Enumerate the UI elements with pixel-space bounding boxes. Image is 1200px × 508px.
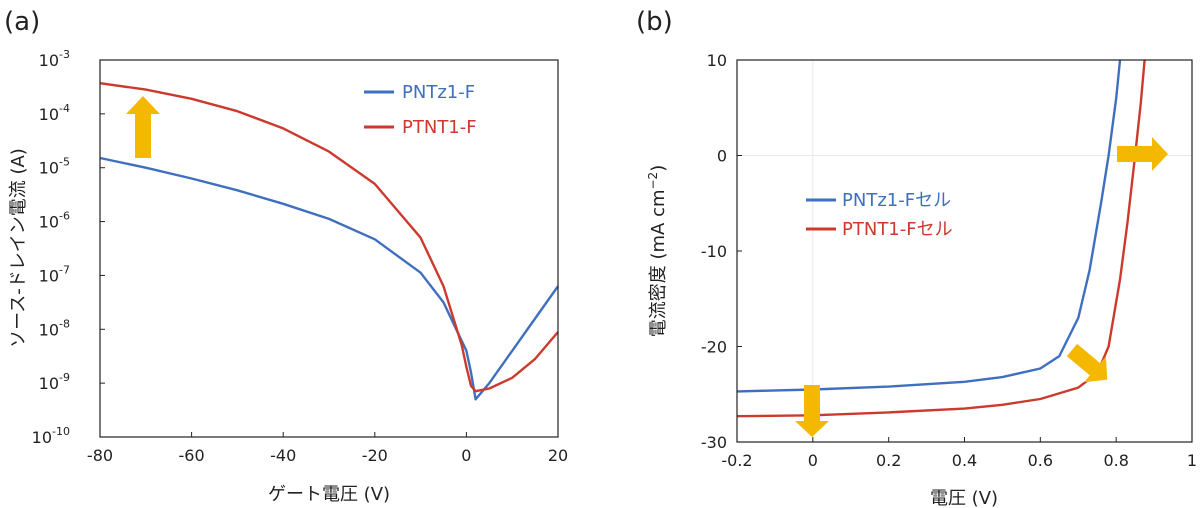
panel-a-x-tick-label: -40: [270, 446, 296, 465]
panel-a-up-arrow: [126, 96, 160, 158]
panel-a-x-tick-label: -60: [179, 446, 205, 465]
panel-a-x-tick-label: -80: [87, 446, 113, 465]
panel-a-series-line-ptnt1-f: [99, 82, 559, 393]
panel-a-y-tick-label: 10-6: [39, 210, 70, 232]
panel-a-y-tick-label: 10-9: [39, 371, 70, 393]
panel-b-x-tick-label: 0.6: [1028, 451, 1053, 470]
panel-b-legend: PNTz1-Fセル PTNT1-Fセル: [806, 190, 953, 240]
panel-a-y-tick-label: 10-10: [32, 425, 70, 447]
panel-a-y-tick-label: 10-7: [39, 263, 70, 285]
panel-a: (a) -80 -60 -40 -20 0 20 10-10 10-9 10-8 10-7 10-…: [4, 7, 568, 505]
panel-b-x-axis-title: 電圧 (V): [930, 488, 998, 508]
panel-b: (b) -0.2 0 0.2 0.4 0.6 0.8 1 10 0 -10 -20 -30 電圧 (…: [636, 7, 1197, 508]
panel-a-y-tick-label: 10-8: [39, 317, 70, 339]
panel-b-y-tick-label: -30: [701, 433, 727, 452]
panel-a-y-tick-label: 10-4: [39, 102, 70, 124]
panel-b-x-tick-label: 1: [1187, 451, 1197, 470]
panel-b-x-tick-label: 0.2: [876, 451, 901, 470]
panel-a-x-axis-title: ゲート電圧 (V): [268, 484, 390, 505]
panel-b-y-tick-label: -20: [701, 338, 727, 357]
panel-b-x-tick-label: -0.2: [721, 451, 752, 470]
legend-label-ptnt1-f: PTNT1-F: [402, 117, 477, 138]
panel-b-x-tick-label: 0.8: [1103, 451, 1128, 470]
panel-b-right-arrow: [1117, 137, 1168, 171]
panel-a-legend: PNTz1-F PTNT1-F: [364, 82, 477, 138]
panel-a-x-tick-label: 0: [461, 446, 471, 465]
panel-a-x-tick-label: 20: [548, 446, 568, 465]
panel-a-plot-frame: [99, 59, 559, 438]
panel-a-y-axis-title: ソース-ドレイン電流 (A): [8, 148, 29, 348]
legend-label-pntz1-f: PNTz1-F: [402, 82, 475, 103]
panel-a-y-tick-label: 10-3: [39, 48, 70, 70]
panel-b-diagonal-arrow: [1066, 343, 1108, 383]
panel-b-x-tick-label: 0: [808, 451, 818, 470]
panel-a-label: (a): [4, 7, 40, 37]
panel-b-y-axis-title-main: 電流密度 (mA cm: [648, 189, 669, 337]
panel-b-y-tick-label: 10: [707, 51, 727, 70]
panel-b-series-line-pntz1-f-cell: [737, 60, 1122, 393]
legend-label-pntz1-f-cell: PNTz1-Fセル: [842, 190, 951, 211]
panel-b-y-tick-label: 0: [717, 147, 727, 166]
legend-label-ptnt1-f-cell: PTNT1-Fセル: [842, 219, 953, 240]
panel-a-x-tick-label: -20: [362, 446, 388, 465]
panel-b-y-axis-title: 電流密度 (mA cm−2): [646, 165, 669, 337]
panel-b-y-tick-label: -10: [701, 242, 727, 261]
panel-a-y-tick-label: 10-5: [39, 156, 70, 178]
panel-b-label: (b): [636, 7, 673, 37]
panel-b-y-axis-title-superscript: −2: [646, 172, 660, 190]
panel-b-x-tick-label: 0.4: [952, 451, 977, 470]
panel-a-series-line-pntz1-f: [99, 156, 559, 401]
panel-b-down-arrow: [795, 385, 829, 437]
panel-b-y-axis-title-close: ): [648, 165, 669, 172]
